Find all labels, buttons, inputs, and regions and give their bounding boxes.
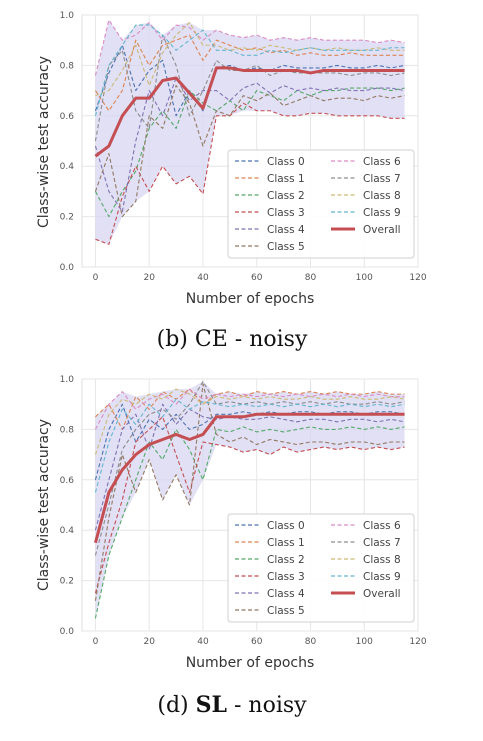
legend-label-class-7: Class 7 bbox=[363, 537, 401, 549]
legend-label-class-9: Class 9 bbox=[363, 571, 401, 583]
series-line-class-6 bbox=[94, 388, 405, 430]
legend-label-class-0: Class 0 bbox=[267, 520, 305, 532]
caption-suffix: - noisy bbox=[228, 327, 308, 352]
x-tick-label: 80 bbox=[305, 273, 317, 283]
y-tick-label: 0.0 bbox=[60, 263, 75, 273]
legend-label-class-3: Class 3 bbox=[267, 571, 305, 583]
legend-box bbox=[227, 513, 415, 623]
x-tick-label: 40 bbox=[197, 273, 209, 283]
y-tick-label: 0.4 bbox=[60, 526, 75, 536]
range-band bbox=[95, 381, 405, 619]
x-tick-label: 60 bbox=[251, 273, 263, 283]
y-tick-label: 0.4 bbox=[60, 162, 75, 172]
legend: Class 0 Class 1 Class 2 Class 3 Class 4 Class… bbox=[227, 149, 415, 259]
y-tick-label: 0.2 bbox=[60, 213, 74, 223]
series-line-overall bbox=[94, 66, 405, 158]
y-tick-label: 0.6 bbox=[60, 112, 75, 122]
x-tick-labels: 0 20 40 60 80 100 120 bbox=[93, 637, 427, 647]
min-max-band bbox=[95, 20, 405, 245]
y-tick-label: 1.0 bbox=[60, 11, 75, 21]
min-max-band bbox=[95, 381, 405, 619]
legend-label-class-8: Class 8 bbox=[363, 190, 401, 202]
x-axis-label: Number of epochs bbox=[186, 291, 315, 307]
legend-label-class-2: Class 2 bbox=[267, 554, 305, 566]
chart-ce-noisy: 0 20 40 60 80 100 120 0.0 0.2 0.4 0.6 0.8 1.0 Class… bbox=[36, 11, 427, 352]
series-lines bbox=[93, 380, 405, 619]
series-line-class-7 bbox=[94, 380, 405, 556]
caption: (d) SL - noisy bbox=[157, 692, 307, 718]
series-line-class-0 bbox=[94, 44, 405, 117]
series-line-class-5 bbox=[94, 383, 405, 601]
legend-label-class-6: Class 6 bbox=[363, 520, 401, 532]
series-line-class-8 bbox=[94, 388, 405, 455]
series-line-class-7 bbox=[94, 34, 405, 142]
y-axis-label: Class-wise test accuracy bbox=[36, 419, 52, 591]
caption-method: SL bbox=[196, 692, 227, 718]
legend-label-class-2: Class 2 bbox=[267, 190, 305, 202]
legend-label-overall: Overall bbox=[363, 224, 401, 236]
legend-label-class-1: Class 1 bbox=[267, 537, 305, 549]
x-tick-label: 20 bbox=[143, 637, 155, 647]
legend-label-overall: Overall bbox=[363, 588, 401, 600]
series-line-class-9 bbox=[94, 24, 405, 116]
x-axis-label: Number of epochs bbox=[186, 655, 315, 671]
legend-label-class-4: Class 4 bbox=[267, 588, 305, 600]
legend-label-class-5: Class 5 bbox=[267, 241, 305, 253]
y-tick-label: 0.2 bbox=[60, 577, 74, 587]
legend-label-class-0: Class 0 bbox=[267, 156, 305, 168]
series-lines bbox=[94, 19, 405, 245]
legend-label-class-8: Class 8 bbox=[363, 554, 401, 566]
x-tick-label: 20 bbox=[143, 273, 155, 283]
legend-label-class-9: Class 9 bbox=[363, 207, 401, 219]
x-tick-label: 100 bbox=[356, 637, 373, 647]
series-line-class-9 bbox=[94, 398, 405, 493]
y-tick-label: 1.0 bbox=[60, 375, 75, 385]
caption: (b) CE - noisy bbox=[157, 327, 308, 352]
y-tick-label: 0.8 bbox=[60, 425, 75, 435]
series-line-class-5 bbox=[94, 85, 405, 218]
y-tick-labels: 0.0 0.2 0.4 0.6 0.8 1.0 bbox=[60, 11, 75, 273]
y-tick-label: 0.6 bbox=[60, 476, 75, 486]
y-tick-label: 0.8 bbox=[60, 61, 75, 71]
chart-sl-noisy: 0 20 40 60 80 100 120 0.0 0.2 0.4 0.6 0.8 1.0 Class… bbox=[36, 375, 427, 718]
series-line-overall bbox=[93, 412, 405, 544]
x-tick-label: 0 bbox=[93, 637, 99, 647]
series-line-class-0 bbox=[94, 403, 405, 480]
x-tick-label: 40 bbox=[197, 637, 209, 647]
caption-method: CE bbox=[195, 327, 228, 352]
x-tick-label: 120 bbox=[409, 637, 426, 647]
x-tick-labels: 0 20 40 60 80 100 120 bbox=[93, 273, 427, 283]
series-line-class-2 bbox=[94, 87, 405, 218]
legend: Class 0 Class 1 Class 2 Class 3 Class 4 Class… bbox=[227, 513, 415, 623]
series-line-class-2 bbox=[94, 426, 405, 619]
y-tick-label: 0.0 bbox=[60, 627, 75, 637]
x-tick-label: 100 bbox=[356, 273, 373, 283]
x-tick-label: 80 bbox=[305, 637, 317, 647]
legend-label-class-6: Class 6 bbox=[363, 156, 401, 168]
caption-suffix: - noisy bbox=[227, 693, 307, 718]
caption-prefix: (d) bbox=[157, 693, 195, 718]
y-axis-label: Class-wise test accuracy bbox=[36, 56, 52, 228]
y-tick-labels: 0.0 0.2 0.4 0.6 0.8 1.0 bbox=[60, 375, 75, 637]
legend-label-class-3: Class 3 bbox=[267, 207, 305, 219]
x-tick-label: 60 bbox=[251, 637, 263, 647]
series-line-class-3 bbox=[94, 416, 405, 594]
legend-label-class-1: Class 1 bbox=[267, 173, 305, 185]
legend-label-class-4: Class 4 bbox=[267, 224, 305, 236]
legend-label-class-7: Class 7 bbox=[363, 173, 401, 185]
series-line-class-4 bbox=[94, 403, 405, 531]
legend-label-class-5: Class 5 bbox=[267, 605, 305, 617]
caption-prefix: (b) bbox=[157, 327, 195, 352]
x-tick-label: 0 bbox=[93, 273, 99, 283]
range-band bbox=[95, 20, 405, 245]
x-tick-label: 120 bbox=[409, 273, 426, 283]
series-line-class-3 bbox=[95, 102, 405, 245]
legend-box bbox=[227, 149, 415, 259]
